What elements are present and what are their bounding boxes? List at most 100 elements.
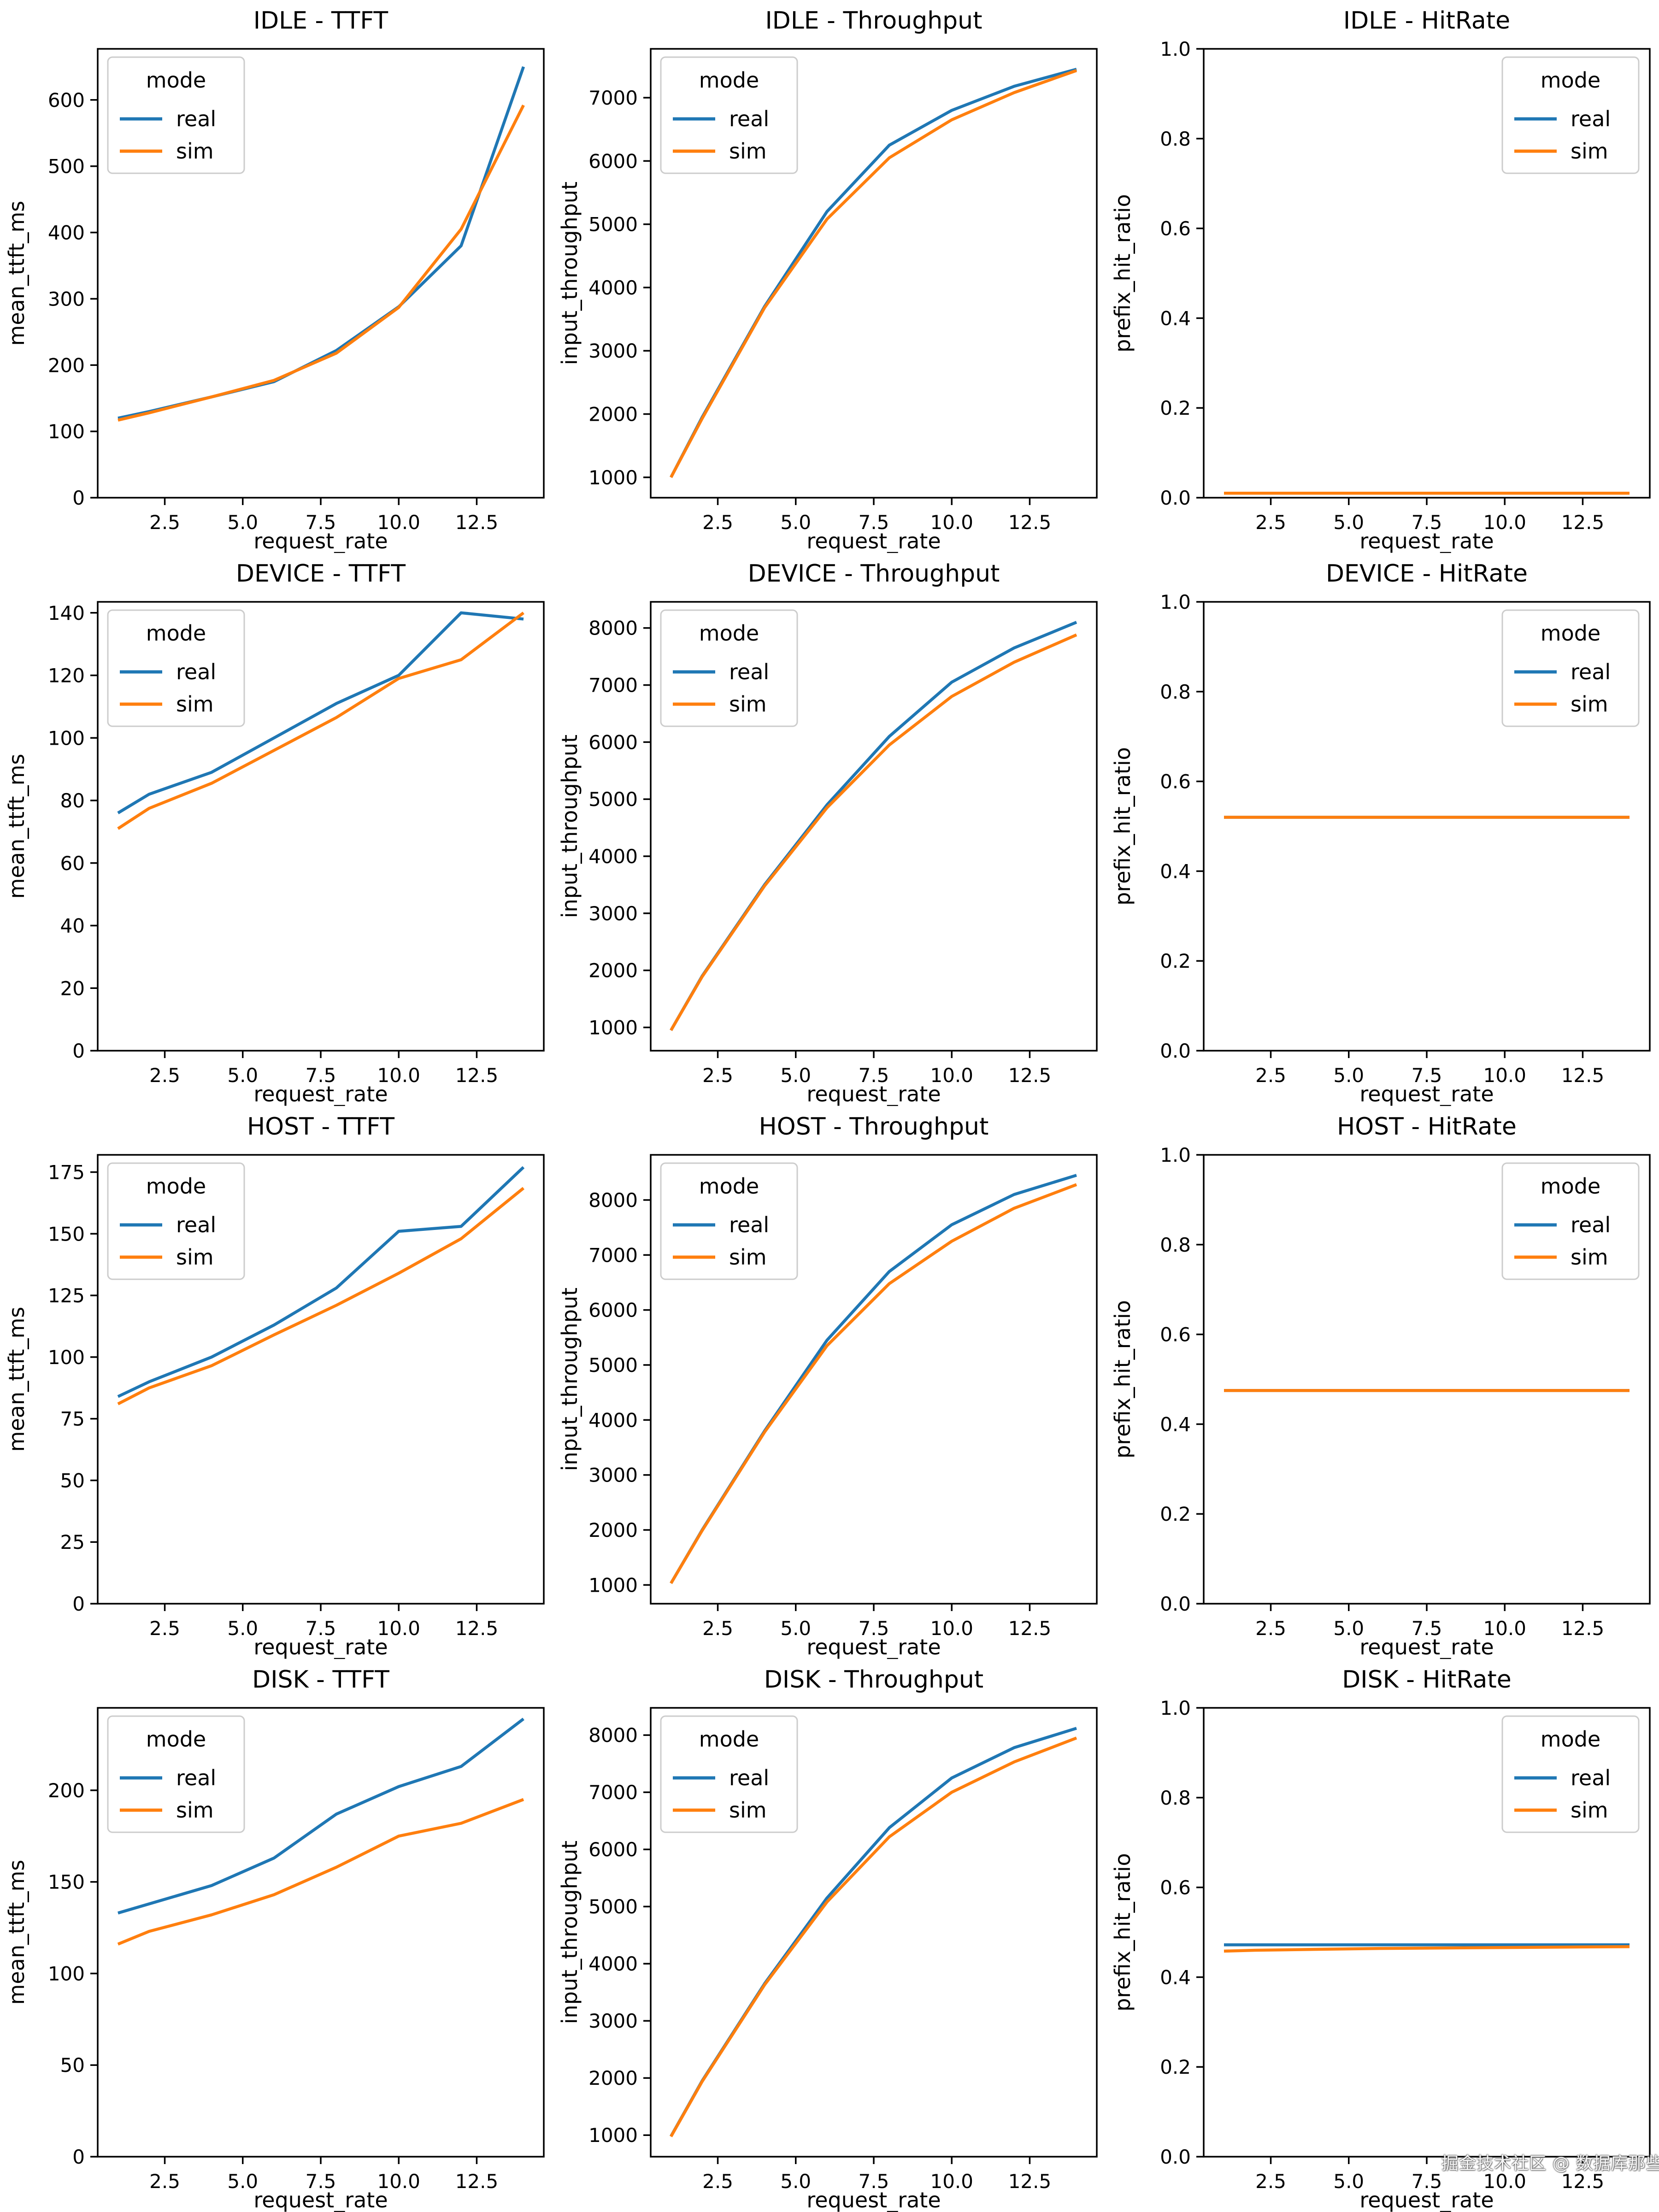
y-tick-label: 0 xyxy=(72,487,85,509)
y-tick-label: 0.2 xyxy=(1160,1503,1191,1525)
y-tick-label: 3000 xyxy=(588,1464,638,1487)
legend-label-sim: sim xyxy=(729,1245,767,1270)
y-tick-label: 50 xyxy=(60,1469,85,1492)
legend-title: mode xyxy=(146,1727,206,1752)
y-tick-label: 6000 xyxy=(588,731,638,753)
legend: mode real sim xyxy=(660,1715,798,1833)
legend-label-sim: sim xyxy=(729,692,767,717)
legend: mode real sim xyxy=(1501,609,1640,727)
x-tick-label: 5.0 xyxy=(227,511,258,534)
legend-box xyxy=(107,1162,245,1280)
plot-title: HOST - Throughput xyxy=(759,1113,989,1141)
series-line-real xyxy=(118,1718,524,1915)
legend-box xyxy=(660,1715,798,1833)
legend-box xyxy=(107,1715,245,1833)
y-tick-label: 1.0 xyxy=(1160,1697,1191,1719)
y-tick-label: 0 xyxy=(72,2146,85,2168)
subplot-host-ttft: 2.5 5.0 7.5 10.0 12.5 0 25 50 75 100 125 150 175 HOST… xyxy=(4,1113,545,1659)
series-line-sim xyxy=(670,69,1077,478)
y-axis-label: mean_ttft_ms xyxy=(4,201,29,346)
y-tick-label: 4000 xyxy=(588,1409,638,1431)
subplot-device-hitrate: 2.5 5.0 7.5 10.0 12.5 0.0 0.2 0.4 0.6 0.8 1.0 DEVIC… xyxy=(1110,560,1651,1106)
y-tick-label: 4000 xyxy=(588,845,638,868)
legend-box xyxy=(107,609,245,727)
legend-box xyxy=(1501,1162,1640,1280)
legend-label-sim: sim xyxy=(729,139,767,164)
y-tick-label: 0.0 xyxy=(1160,1040,1191,1062)
legend-title: mode xyxy=(1541,68,1600,93)
x-tick-label: 10.0 xyxy=(377,2170,420,2193)
y-tick-label: 4000 xyxy=(588,276,638,299)
x-tick-label: 7.5 xyxy=(1412,1064,1442,1087)
y-tick-label: 0.2 xyxy=(1160,950,1191,972)
subplot-device-throughput: 2.5 5.0 7.5 10.0 12.5 1000 2000 3000 4000 5000 600… xyxy=(557,560,1098,1106)
legend-label-sim: sim xyxy=(176,139,214,164)
series-line-real xyxy=(117,611,524,814)
x-tick-label: 10.0 xyxy=(930,1617,973,1640)
x-tick-label: 7.5 xyxy=(1412,511,1442,534)
y-axis-label: input_throughput xyxy=(557,1288,582,1471)
plot-title: HOST - HitRate xyxy=(1337,1113,1517,1141)
x-tick-label: 7.5 xyxy=(859,1617,889,1640)
legend-title: mode xyxy=(146,621,206,646)
y-tick-label: 200 xyxy=(48,354,85,377)
y-tick-label: 300 xyxy=(48,288,85,310)
x-axis-label: request_rate xyxy=(1359,1082,1494,1106)
x-tick-label: 2.5 xyxy=(149,511,180,534)
plot-title: DISK - HitRate xyxy=(1342,1666,1511,1694)
y-tick-label: 6000 xyxy=(588,150,638,172)
legend-label-sim: sim xyxy=(176,692,214,717)
x-tick-label: 7.5 xyxy=(859,1064,889,1087)
x-axis-label: request_rate xyxy=(1359,529,1494,553)
legend-title: mode xyxy=(699,68,759,93)
legend-label-real: real xyxy=(729,106,769,131)
series-line-sim xyxy=(117,1187,525,1406)
x-tick-label: 5.0 xyxy=(227,1617,258,1640)
x-tick-label: 5.0 xyxy=(1333,2170,1364,2193)
y-axis-label: input_throughput xyxy=(557,735,582,918)
y-tick-label: 150 xyxy=(48,1871,85,1894)
x-tick-label: 5.0 xyxy=(1333,511,1364,534)
subplot-idle-hitrate: 2.5 5.0 7.5 10.0 12.5 0.0 0.2 0.4 0.6 0.8 1.0 IDLE … xyxy=(1110,7,1651,553)
subplot-host-throughput: 2.5 5.0 7.5 10.0 12.5 1000 2000 3000 4000 5000 600… xyxy=(557,1113,1098,1659)
x-tick-label: 2.5 xyxy=(1255,511,1286,534)
y-tick-label: 0 xyxy=(72,1040,85,1062)
y-tick-label: 8000 xyxy=(588,1189,638,1212)
x-tick-label: 7.5 xyxy=(1412,2170,1442,2193)
legend-title: mode xyxy=(699,1727,759,1752)
series-line-sim xyxy=(670,633,1077,1031)
legend-box xyxy=(660,1162,798,1280)
legend: mode real sim xyxy=(1501,56,1640,174)
x-tick-label: 12.5 xyxy=(455,1064,499,1087)
y-tick-label: 3000 xyxy=(588,902,638,925)
y-tick-label: 0.4 xyxy=(1160,1966,1191,1988)
series-line-sim xyxy=(118,104,525,422)
x-tick-label: 10.0 xyxy=(930,1064,973,1087)
x-tick-label: 5.0 xyxy=(780,1617,811,1640)
x-tick-label: 10.0 xyxy=(1483,2170,1526,2193)
x-axis-label: request_rate xyxy=(1359,1635,1494,1659)
x-axis-label: request_rate xyxy=(1359,2188,1494,2212)
y-tick-label: 5000 xyxy=(588,213,638,236)
chart-cell-disk-throughput: 2.5 5.0 7.5 10.0 12.5 1000 2000 3000 4000 5000 600… xyxy=(553,1659,1106,2212)
y-tick-label: 50 xyxy=(60,2054,85,2077)
y-tick-label: 140 xyxy=(48,602,85,624)
y-tick-label: 3000 xyxy=(588,340,638,362)
legend-label-real: real xyxy=(1571,1212,1611,1237)
y-tick-label: 0.4 xyxy=(1160,1413,1191,1435)
y-axis-label: mean_ttft_ms xyxy=(4,1860,29,2005)
legend-title: mode xyxy=(699,1174,759,1199)
y-tick-label: 60 xyxy=(60,852,85,875)
y-tick-label: 0.0 xyxy=(1160,2146,1191,2168)
y-tick-label: 7000 xyxy=(588,674,638,697)
x-tick-label: 7.5 xyxy=(306,2170,336,2193)
x-tick-label: 2.5 xyxy=(1255,2170,1286,2193)
x-axis-label: request_rate xyxy=(806,2188,941,2212)
y-tick-label: 1000 xyxy=(588,466,638,489)
y-tick-label: 1000 xyxy=(588,2124,638,2147)
y-tick-label: 7000 xyxy=(588,1781,638,1804)
chart-cell-host-throughput: 2.5 5.0 7.5 10.0 12.5 1000 2000 3000 4000 5000 600… xyxy=(553,1106,1106,1659)
x-tick-label: 10.0 xyxy=(1483,511,1526,534)
y-axis-label: prefix_hit_ratio xyxy=(1110,1853,1135,2012)
x-tick-label: 5.0 xyxy=(227,2170,258,2193)
